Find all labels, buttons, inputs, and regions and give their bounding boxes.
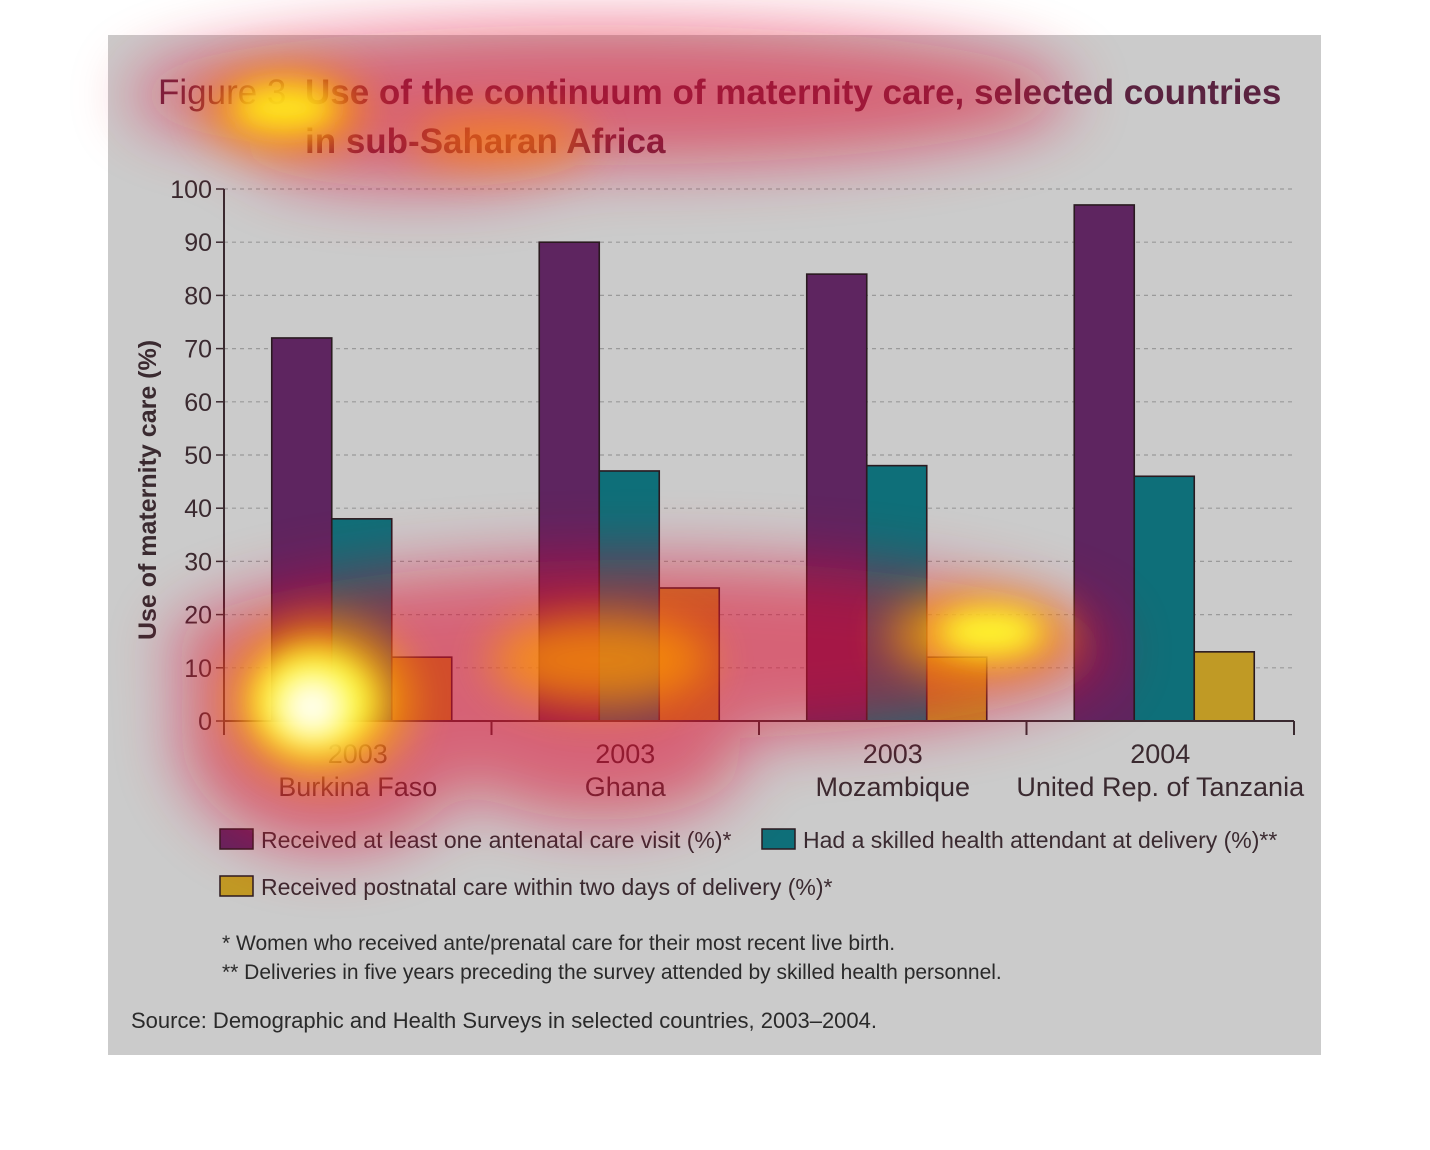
- bar: [390, 656, 453, 722]
- y-tick-label: 100: [170, 176, 212, 204]
- category-year-label: 2003: [595, 739, 655, 769]
- chart-title-line-1: Use of the continuum of maternity care, …: [305, 73, 1281, 112]
- category-country-label: Mozambique: [815, 772, 970, 802]
- bar: [1073, 204, 1136, 722]
- category-country-label: Burkina Faso: [278, 772, 437, 802]
- footnote-2: ** Deliveries in five years preceding th…: [222, 961, 1002, 984]
- legend-label: Had a skilled health attendant at delive…: [803, 827, 1277, 853]
- legend-swatch: [219, 828, 254, 850]
- bar: [658, 587, 721, 722]
- bar: [538, 241, 601, 722]
- legend-swatch: [219, 875, 254, 897]
- category-country-label: Ghana: [585, 772, 667, 802]
- bar: [270, 337, 333, 722]
- category-year-label: 2003: [863, 739, 923, 769]
- y-tick-label: 80: [184, 282, 212, 310]
- y-tick-label: 10: [184, 655, 212, 683]
- bar: [805, 273, 868, 722]
- y-tick-label: 30: [184, 548, 212, 576]
- bar: [865, 464, 928, 722]
- y-axis-ticks: 0 10 20 30 40 50 60 70 80 90 100: [170, 176, 224, 736]
- figure-card: Figure 3 Use of the continuum of materni…: [108, 35, 1321, 1055]
- source-note: Source: Demographic and Health Surveys i…: [131, 1008, 877, 1033]
- bar: [925, 656, 988, 722]
- y-tick-label: 90: [184, 229, 212, 257]
- y-axis-title: Use of maternity care (%): [134, 340, 162, 640]
- y-tick-label: 20: [184, 602, 212, 630]
- footnote-1: * Women who received ante/prenatal care …: [222, 932, 895, 955]
- category-year-label: 2004: [1130, 739, 1190, 769]
- bar: [330, 518, 393, 722]
- y-tick-label: 60: [184, 389, 212, 417]
- bar-chart: Figure 3 Use of the continuum of materni…: [131, 73, 1305, 1033]
- y-tick-label: 0: [198, 708, 212, 736]
- legend-swatch: [761, 828, 796, 850]
- chart-title-line-2: in sub-Saharan Africa: [305, 122, 666, 161]
- y-tick-label: 40: [184, 495, 212, 523]
- y-tick-label: 70: [184, 336, 212, 364]
- bars: [270, 204, 1256, 722]
- legend-label: Received at least one antenatal care vis…: [261, 827, 732, 853]
- figure-label: Figure 3: [158, 73, 286, 112]
- y-tick-label: 50: [184, 442, 212, 470]
- legend: Received at least one antenatal care vis…: [219, 827, 1277, 900]
- bar: [1133, 475, 1196, 722]
- legend-label: Received postnatal care within two days …: [261, 874, 832, 900]
- bar: [1193, 651, 1256, 722]
- bar: [598, 470, 661, 722]
- category-country-label: United Rep. of Tanzania: [1016, 772, 1305, 802]
- category-year-label: 2003: [328, 739, 388, 769]
